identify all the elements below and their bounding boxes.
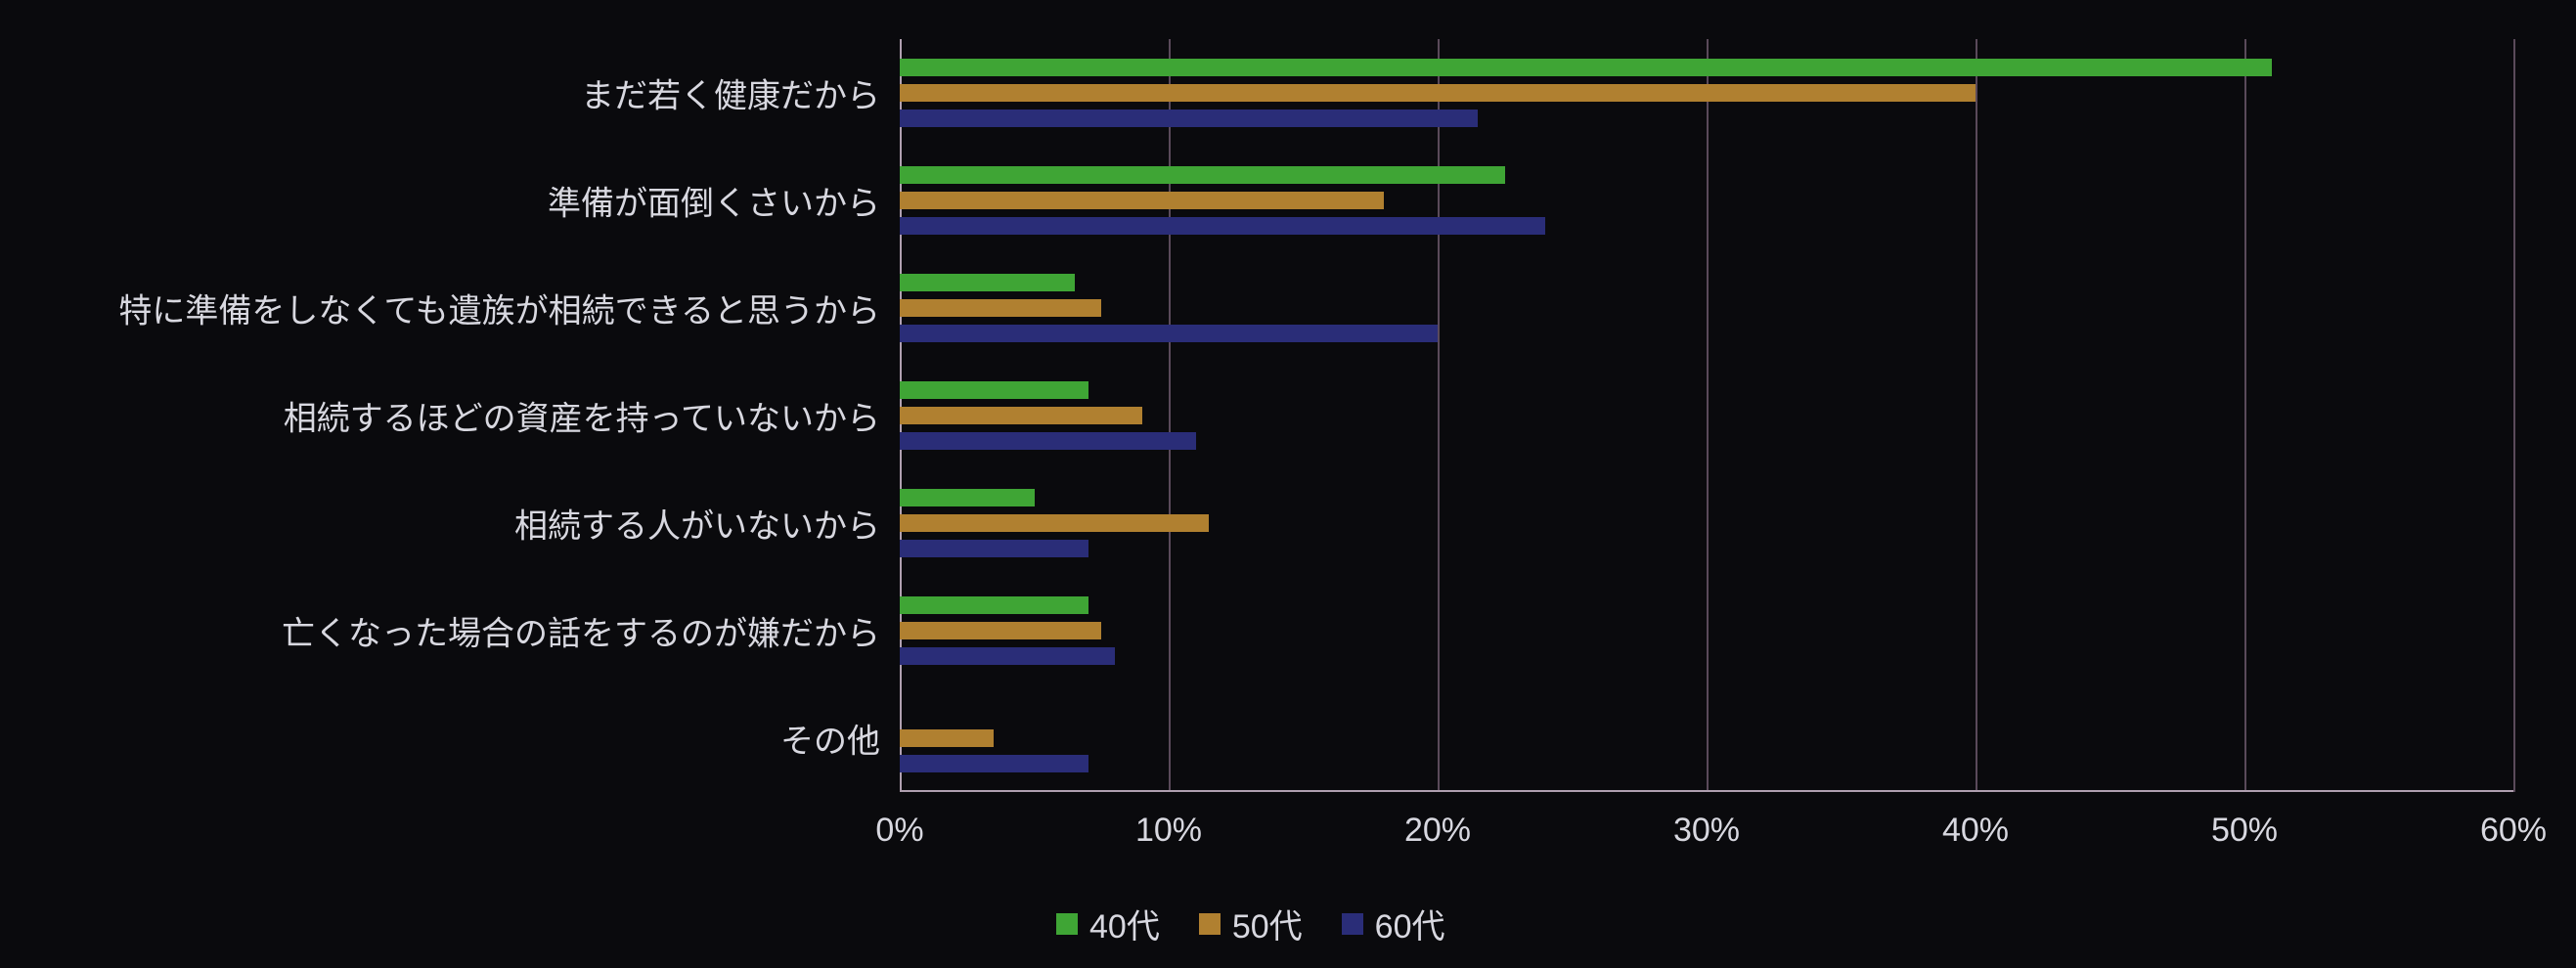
- category-label: 準備が面倒くさいから: [548, 177, 880, 225]
- legend-swatch: [1342, 913, 1363, 935]
- legend-label: 40代: [1089, 900, 1160, 947]
- bar: [900, 110, 1478, 127]
- legend-label: 50代: [1232, 900, 1303, 947]
- legend-swatch: [1056, 913, 1078, 935]
- bar: [900, 622, 1101, 639]
- category-label: 相続するほどの資産を持っていないから: [284, 392, 880, 440]
- chart-container: 0% 10% 20% 30% 40% 50% 60% まだ若く健康だから準備が面倒くさいから特…: [0, 0, 2576, 968]
- plot-area: [900, 39, 2513, 792]
- bar: [900, 407, 1142, 424]
- bar: [900, 299, 1101, 317]
- bar: [900, 514, 1209, 532]
- x-tick-label: 20%: [1404, 812, 1471, 850]
- category-label: その他: [780, 715, 880, 763]
- gridline: [2244, 39, 2246, 792]
- bar: [900, 596, 1088, 614]
- legend-swatch: [1199, 913, 1221, 935]
- legend-item: 60代: [1342, 900, 1445, 947]
- bar: [900, 432, 1196, 450]
- category-label: 特に準備をしなくても遺族が相続できると思うから: [118, 285, 880, 332]
- bar: [900, 59, 2272, 76]
- category-label: 相続する人がいないから: [514, 500, 880, 548]
- gridline: [1707, 39, 1709, 792]
- legend-label: 60代: [1375, 900, 1445, 947]
- category-label: 亡くなった場合の話をするのが嫌だから: [282, 607, 880, 655]
- gridline: [1438, 39, 1440, 792]
- bar: [900, 729, 994, 747]
- gridline: [1169, 39, 1171, 792]
- x-tick-label: 40%: [1942, 812, 2009, 850]
- legend: 40代 50代 60代: [1056, 900, 1444, 947]
- category-label: まだ若く健康だから: [581, 69, 880, 117]
- bar: [900, 381, 1088, 399]
- bar: [900, 217, 1545, 235]
- x-tick-label: 10%: [1135, 812, 1202, 850]
- x-tick-label: 30%: [1673, 812, 1740, 850]
- gridline: [2513, 39, 2515, 792]
- bar: [900, 192, 1384, 209]
- bar: [900, 325, 1438, 342]
- bar: [900, 489, 1035, 506]
- bar: [900, 540, 1088, 557]
- bar: [900, 274, 1075, 291]
- bar: [900, 647, 1115, 665]
- x-axis-line: [900, 790, 2513, 792]
- gridline: [1976, 39, 1977, 792]
- x-tick-label: 60%: [2480, 812, 2547, 850]
- legend-item: 40代: [1056, 900, 1160, 947]
- x-tick-label: 50%: [2211, 812, 2278, 850]
- legend-item: 50代: [1199, 900, 1303, 947]
- bar: [900, 755, 1088, 772]
- x-tick-label: 0%: [875, 812, 923, 850]
- bar: [900, 84, 1976, 102]
- bar: [900, 166, 1505, 184]
